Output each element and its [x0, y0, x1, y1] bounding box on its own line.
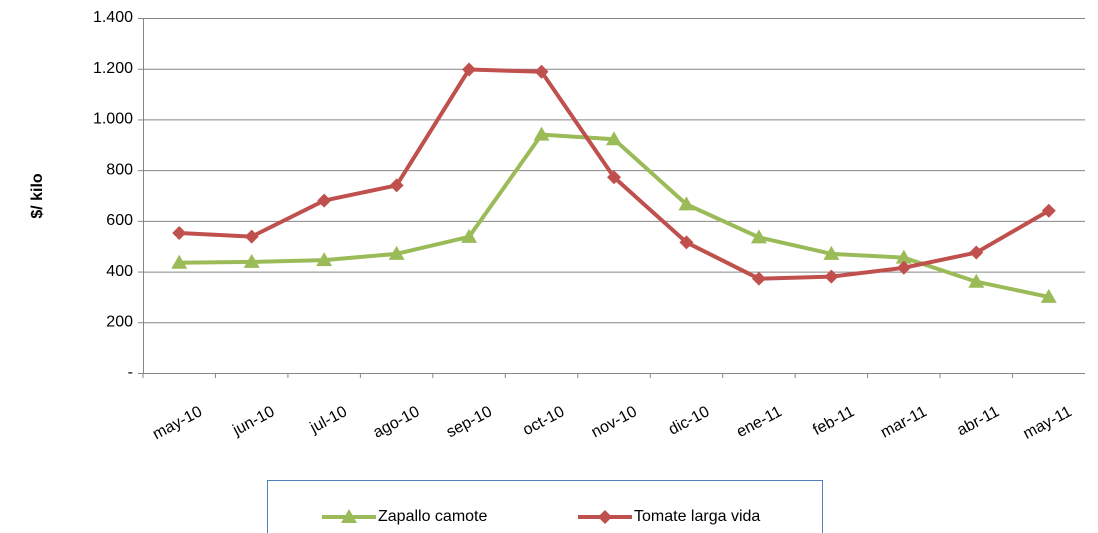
marker: [533, 126, 550, 141]
x-tick-label: jul-10: [307, 403, 351, 437]
marker: [750, 229, 767, 244]
marker: [534, 64, 549, 79]
y-tick-label: 200: [106, 314, 133, 331]
y-tick-label: 1.000: [93, 111, 133, 128]
x-tick-label: feb-11: [810, 403, 857, 439]
legend-label: Zapallo camote: [378, 508, 487, 525]
marker: [171, 254, 188, 269]
x-tick-label: oct-10: [520, 403, 567, 439]
marker: [388, 245, 405, 260]
x-tick-label: jun-10: [229, 403, 277, 439]
marker: [389, 178, 404, 193]
marker: [679, 235, 694, 250]
marker: [968, 273, 985, 288]
marker: [316, 252, 333, 267]
marker: [895, 249, 912, 264]
x-tick-label: ago-10: [370, 403, 422, 441]
y-axis-label: $/ kilo: [29, 173, 46, 219]
marker: [824, 269, 839, 284]
marker: [678, 196, 695, 211]
x-tick-label: sep-10: [444, 403, 495, 441]
y-tick-label: 1.400: [93, 9, 133, 26]
marker: [341, 509, 357, 523]
marker: [1040, 288, 1057, 303]
marker: [461, 228, 478, 243]
y-tick-label: 400: [106, 263, 133, 280]
series-line: [179, 132, 1050, 299]
marker: [823, 245, 840, 260]
marker: [243, 253, 260, 268]
x-tick-label: dic-10: [666, 403, 713, 439]
x-tick-label: nov-10: [589, 403, 640, 441]
marker: [598, 510, 612, 524]
x-tick-label: may-10: [150, 403, 205, 443]
y-tick-label: 600: [106, 212, 133, 229]
legend-label: Tomate larga vida: [634, 508, 760, 525]
marker: [751, 271, 766, 286]
marker: [1041, 203, 1056, 218]
y-tick-label: 800: [106, 161, 133, 178]
y-tick-label: 1.200: [93, 60, 133, 77]
marker: [462, 62, 477, 77]
marker: [244, 229, 259, 244]
marker: [896, 260, 911, 275]
x-tick-label: ene-11: [734, 403, 785, 441]
legend-box: [267, 480, 823, 533]
y-tick-label: -: [128, 364, 133, 381]
marker: [172, 226, 187, 241]
x-tick-label: abr-11: [954, 403, 1002, 439]
marker: [607, 170, 621, 185]
x-tick-label: mar-11: [878, 403, 930, 441]
marker: [969, 245, 984, 260]
marker: [606, 131, 622, 146]
marker: [317, 193, 332, 208]
x-tick-label: may-11: [1021, 403, 1075, 443]
